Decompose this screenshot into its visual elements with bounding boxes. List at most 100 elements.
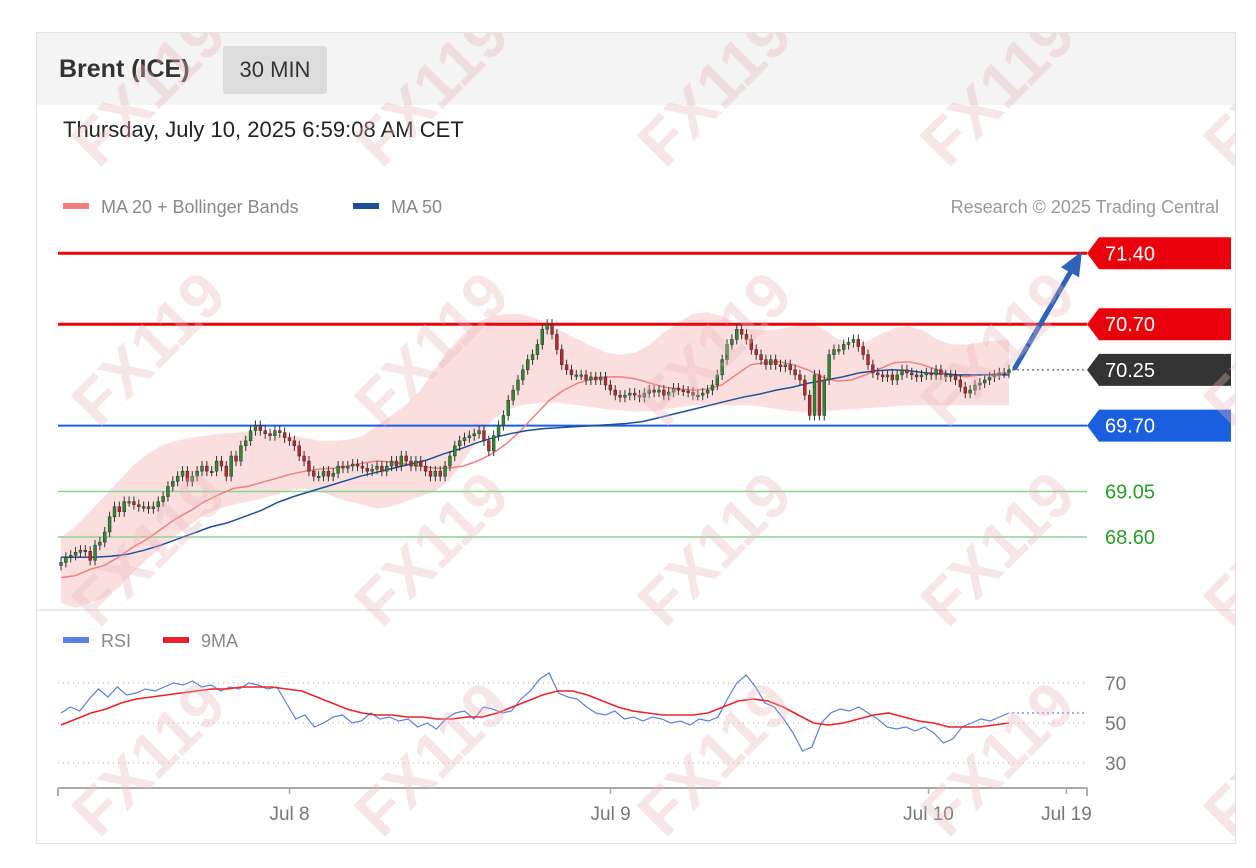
legend-label-ma50: MA 50 [391, 197, 443, 217]
candle-body [224, 465, 228, 477]
candle-body [380, 465, 384, 472]
candle-body [569, 369, 574, 376]
candle-body [521, 369, 525, 381]
candle-body [526, 359, 530, 371]
legend-ma20-bollinger: MA 20 + Bollinger Bands [63, 197, 299, 218]
candle-body [185, 470, 190, 482]
timeframe-badge[interactable]: 30 MIN [223, 46, 327, 94]
candle-body [166, 486, 170, 497]
candle-body [103, 531, 107, 543]
candle-body [307, 460, 311, 472]
candle-body [890, 374, 895, 381]
candle-body [59, 562, 63, 566]
candle-body [385, 465, 389, 472]
rsi-tick-label: 30 [1105, 754, 1126, 775]
level-tag-70-70: 70.70 [1087, 308, 1231, 341]
candle-body [482, 430, 486, 442]
candle-body [190, 475, 194, 482]
candle-body [501, 415, 506, 426]
price-and-rsi-chart: 71.40 70.70 70.25 69.70 69.05 68.60 70 50 30 Jul … [57, 33, 1235, 843]
candle-body [282, 432, 287, 438]
candle-body [550, 323, 554, 335]
candle-body [491, 435, 496, 452]
candle-body [705, 389, 710, 394]
candle-body [78, 549, 83, 553]
candle-body [754, 349, 758, 355]
candle-body [467, 435, 472, 438]
candle-body [861, 346, 865, 355]
candle-body [253, 425, 258, 431]
candle-body [589, 376, 593, 381]
candle-body [205, 465, 209, 472]
candle-body [992, 374, 997, 378]
candle-body [389, 460, 394, 467]
rsi-ma-line [60, 686, 1010, 728]
candle-body [540, 329, 544, 345]
candle-body [817, 374, 822, 416]
candle-body [239, 445, 243, 462]
candle-body [730, 339, 734, 345]
candle-body [788, 364, 792, 371]
candle-body [739, 329, 744, 335]
legend-swatch-rsi-ma [163, 637, 189, 644]
candle-body [710, 384, 715, 391]
candle-body [725, 344, 729, 360]
level-tag-69-70: 69.70 [1087, 409, 1231, 442]
candle-body [948, 374, 953, 378]
candle-body [535, 344, 540, 355]
candle-body [487, 440, 491, 452]
level-label-69-05: 69.05 [1105, 481, 1155, 503]
candle-body [783, 364, 788, 368]
ma50-line [61, 369, 1009, 559]
legend-swatch-ma50 [353, 203, 379, 210]
candle-body [696, 394, 700, 397]
level-tag-71-40: 71.40 [1087, 237, 1231, 270]
candle-body [404, 455, 408, 462]
candle-body [511, 389, 515, 401]
candle-body [793, 369, 797, 376]
candle-body [759, 354, 763, 360]
watermark-text: FX119 [624, 458, 806, 640]
candle-body [146, 506, 151, 509]
candle-body [846, 342, 851, 345]
candle-body [394, 460, 399, 467]
candle-body [171, 481, 175, 487]
candle-body [837, 349, 841, 352]
candle-body [496, 425, 501, 436]
candle-body [137, 504, 141, 507]
candle-body [64, 557, 68, 563]
candle-body [744, 334, 749, 340]
candle-body [516, 379, 520, 391]
candle-body [720, 359, 724, 376]
candle-body [462, 437, 467, 442]
watermark-text: FX119 [907, 33, 1089, 179]
candle-body [210, 470, 214, 473]
candle-body [443, 465, 447, 477]
level-tag-70-25: 70.25 [1087, 353, 1231, 386]
panel-divider [37, 609, 1235, 611]
candle-body [934, 369, 938, 376]
watermark-text: FX119 [58, 258, 240, 440]
candle-body [438, 470, 442, 477]
rsi-line [60, 672, 1010, 752]
level-tag-text: 70.70 [1105, 314, 1155, 336]
candle-body [1002, 372, 1006, 375]
candle-body [866, 354, 870, 366]
candle-body [652, 389, 656, 393]
candle-body [778, 364, 783, 368]
candle-body [958, 379, 963, 388]
candle-body [871, 364, 875, 374]
watermark-text: FX119 [624, 668, 806, 843]
candle-body [180, 470, 185, 477]
candle-body [321, 470, 326, 477]
level-tag-bg [1087, 353, 1231, 386]
level-tag-text: 69.70 [1105, 416, 1155, 438]
candle-body [564, 364, 569, 371]
candle-body [623, 394, 627, 398]
candle-body [360, 465, 365, 469]
candle-body [234, 455, 238, 462]
candle-body [798, 374, 802, 381]
candle-body [419, 460, 423, 467]
candle-body [686, 390, 690, 393]
candle-body [175, 475, 180, 482]
